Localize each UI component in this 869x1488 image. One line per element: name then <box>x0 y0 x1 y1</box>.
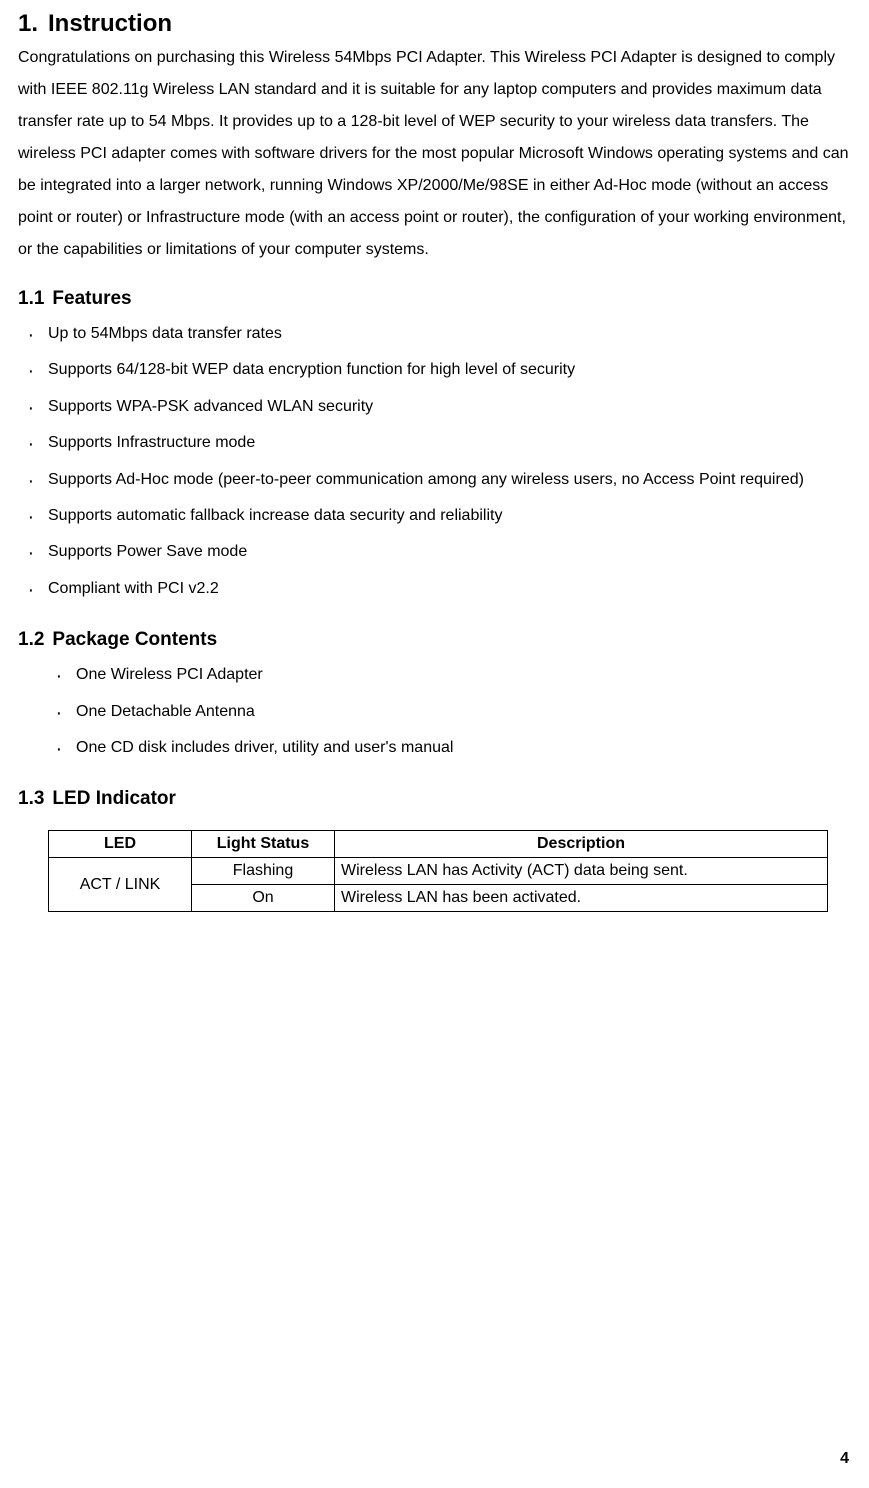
subsection-number: 1.3 <box>18 788 44 810</box>
th-led: LED <box>49 831 192 858</box>
list-item: Supports automatic fallback increase dat… <box>18 498 851 534</box>
list-item: Supports Ad-Hoc mode (peer-to-peer commu… <box>18 462 851 498</box>
led-heading: 1.3 LED Indicator <box>18 788 851 810</box>
list-item: One CD disk includes driver, utility and… <box>18 730 851 766</box>
td-led: ACT / LINK <box>49 858 192 912</box>
intro-paragraph: Congratulations on purchasing this Wirel… <box>18 42 851 266</box>
page-number: 4 <box>840 1450 849 1468</box>
features-heading: 1.1 Features <box>18 288 851 310</box>
list-item: Up to 54Mbps data transfer rates <box>18 316 851 352</box>
table-row: ACT / LINK Flashing Wireless LAN has Act… <box>49 858 828 885</box>
th-desc: Description <box>335 831 828 858</box>
document-page: 1. Instruction Congratulations on purcha… <box>0 0 869 1488</box>
package-list: One Wireless PCI Adapter One Detachable … <box>18 657 851 766</box>
td-desc: Wireless LAN has been activated. <box>335 885 828 912</box>
list-item: Compliant with PCI v2.2 <box>18 571 851 607</box>
led-table: LED Light Status Description ACT / LINK … <box>48 830 828 912</box>
section-number: 1. <box>18 10 38 38</box>
td-status: Flashing <box>192 858 335 885</box>
list-item: Supports WPA-PSK advanced WLAN security <box>18 389 851 425</box>
section-text: Instruction <box>48 10 172 38</box>
features-list: Up to 54Mbps data transfer rates Support… <box>18 316 851 607</box>
list-item: One Wireless PCI Adapter <box>18 657 851 693</box>
subsection-title: LED Indicator <box>52 788 176 810</box>
subsection-number: 1.1 <box>18 288 44 310</box>
list-item: Supports Power Save mode <box>18 534 851 570</box>
subsection-title: Features <box>52 288 131 310</box>
list-item: Supports Infrastructure mode <box>18 425 851 461</box>
subsection-number: 1.2 <box>18 629 44 651</box>
subsection-title: Package Contents <box>52 629 217 651</box>
list-item: One Detachable Antenna <box>18 694 851 730</box>
table-header-row: LED Light Status Description <box>49 831 828 858</box>
td-desc: Wireless LAN has Activity (ACT) data bei… <box>335 858 828 885</box>
section-1-title: 1. Instruction <box>18 10 851 38</box>
package-heading: 1.2 Package Contents <box>18 629 851 651</box>
list-item: Supports 64/128-bit WEP data encryption … <box>18 352 851 388</box>
td-status: On <box>192 885 335 912</box>
th-status: Light Status <box>192 831 335 858</box>
